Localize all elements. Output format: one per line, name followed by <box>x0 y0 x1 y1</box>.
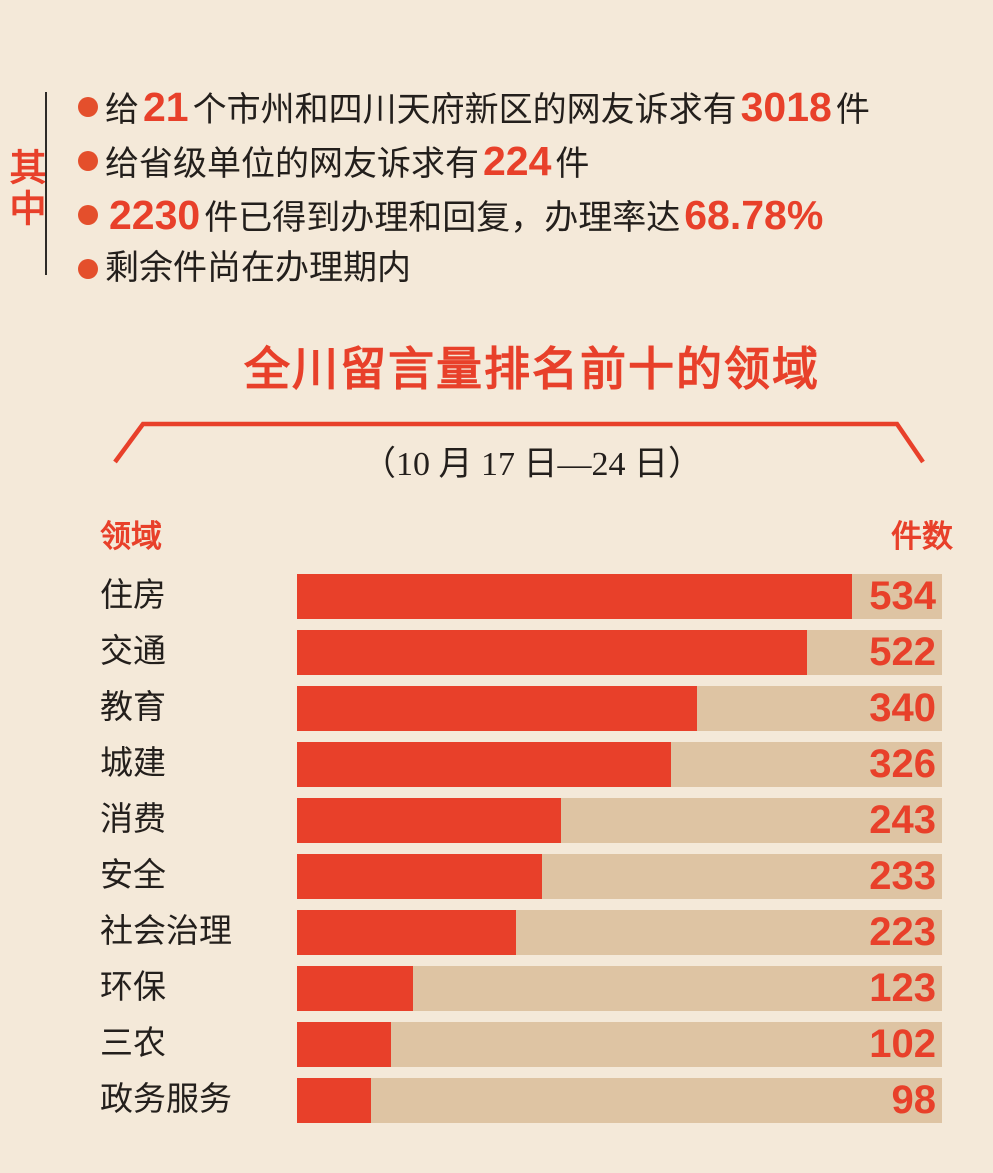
summary-side-label: 其中 <box>4 148 45 230</box>
bar-track: 522 <box>297 630 942 675</box>
category-label: 交通 <box>100 634 166 670</box>
bar-fill <box>297 630 807 675</box>
bar-value: 98 <box>891 1078 937 1122</box>
bullet-dot-icon <box>78 151 98 171</box>
chart-row: 消费 243 <box>100 798 942 843</box>
chart-row: 三农 102 <box>100 1022 942 1067</box>
bracket-decoration <box>113 421 925 464</box>
bar-value: 123 <box>869 966 936 1010</box>
chart-row: 社会治理 223 <box>100 910 942 955</box>
bar-track: 123 <box>297 966 942 1011</box>
bar-track: 102 <box>297 1022 942 1067</box>
bar-value: 534 <box>869 574 936 618</box>
chart-row: 交通 522 <box>100 630 942 675</box>
bar-value: 326 <box>869 742 936 786</box>
chart-subtitle: （10 月 17 日—24 日） <box>362 446 702 483</box>
column-header-value: 件数 <box>891 519 953 554</box>
bar-track: 243 <box>297 798 942 843</box>
bar-fill <box>297 910 517 955</box>
bullet-dot-icon <box>78 259 98 279</box>
category-label: 社会治理 <box>100 914 232 950</box>
bar-fill <box>297 798 562 843</box>
category-label: 城建 <box>100 746 166 782</box>
chart-row: 教育 340 <box>100 686 942 731</box>
bar-fill <box>297 742 672 787</box>
bar-track: 534 <box>297 574 942 619</box>
chart-row: 政务服务 98 <box>100 1078 942 1123</box>
bar-fill <box>297 686 697 731</box>
bullet-item: 给21 个市州和四川天府新区的网友诉求有3018 件 <box>78 80 968 134</box>
bar-track: 233 <box>297 854 942 899</box>
bar-value: 340 <box>869 686 936 730</box>
bar-track: 223 <box>297 910 942 955</box>
bar-fill <box>297 854 543 899</box>
bullet-item: 2230 件已得到办理和回复，办理率达68.78% <box>78 188 968 242</box>
bullet-dot-icon <box>78 205 98 225</box>
category-label: 三农 <box>100 1026 166 1062</box>
chart-title: 全川留言量排名前十的领域 <box>244 343 820 395</box>
bar-fill <box>297 966 414 1011</box>
bullet-text: 2230 件已得到办理和回复，办理率达68.78% <box>109 191 824 238</box>
summary-bullets: 给21 个市州和四川天府新区的网友诉求有3018 件给省级单位的网友诉求有224 件 2… <box>78 80 968 296</box>
bar-fill <box>297 1022 391 1067</box>
bar-track: 340 <box>297 686 942 731</box>
chart-rows: 住房 534 交通 522 教育 340 城建 326 消费 243 安全 233 社会治理 223 环保 1… <box>100 574 942 1134</box>
bar-value: 223 <box>869 910 936 954</box>
category-label: 政务服务 <box>100 1082 232 1118</box>
bar-track: 98 <box>297 1078 942 1123</box>
category-label: 教育 <box>100 690 166 726</box>
bar-fill <box>297 574 852 619</box>
bar-track: 326 <box>297 742 942 787</box>
bar-value: 243 <box>869 798 936 842</box>
bar-fill <box>297 1078 372 1123</box>
chart-row: 安全 233 <box>100 854 942 899</box>
category-label: 消费 <box>100 802 166 838</box>
category-label: 环保 <box>100 970 166 1006</box>
category-label: 住房 <box>100 578 166 614</box>
chart-row: 城建 326 <box>100 742 942 787</box>
bullet-item: 给省级单位的网友诉求有224 件 <box>78 134 968 188</box>
bullet-dot-icon <box>78 97 98 117</box>
category-label: 安全 <box>100 858 166 894</box>
bar-value: 102 <box>869 1022 936 1066</box>
bullet-text: 给21 个市州和四川天府新区的网友诉求有3018 件 <box>105 83 870 130</box>
bullet-text: 给省级单位的网友诉求有224 件 <box>105 137 590 184</box>
column-header-category: 领域 <box>100 519 162 554</box>
bullet-item: 剩余件尚在办理期内 <box>78 242 968 296</box>
summary-divider-line <box>45 92 47 275</box>
chart-row: 住房 534 <box>100 574 942 619</box>
bar-value: 522 <box>869 630 936 674</box>
chart-row: 环保 123 <box>100 966 942 1011</box>
bar-value: 233 <box>869 854 936 898</box>
bullet-text: 剩余件尚在办理期内 <box>105 250 411 287</box>
